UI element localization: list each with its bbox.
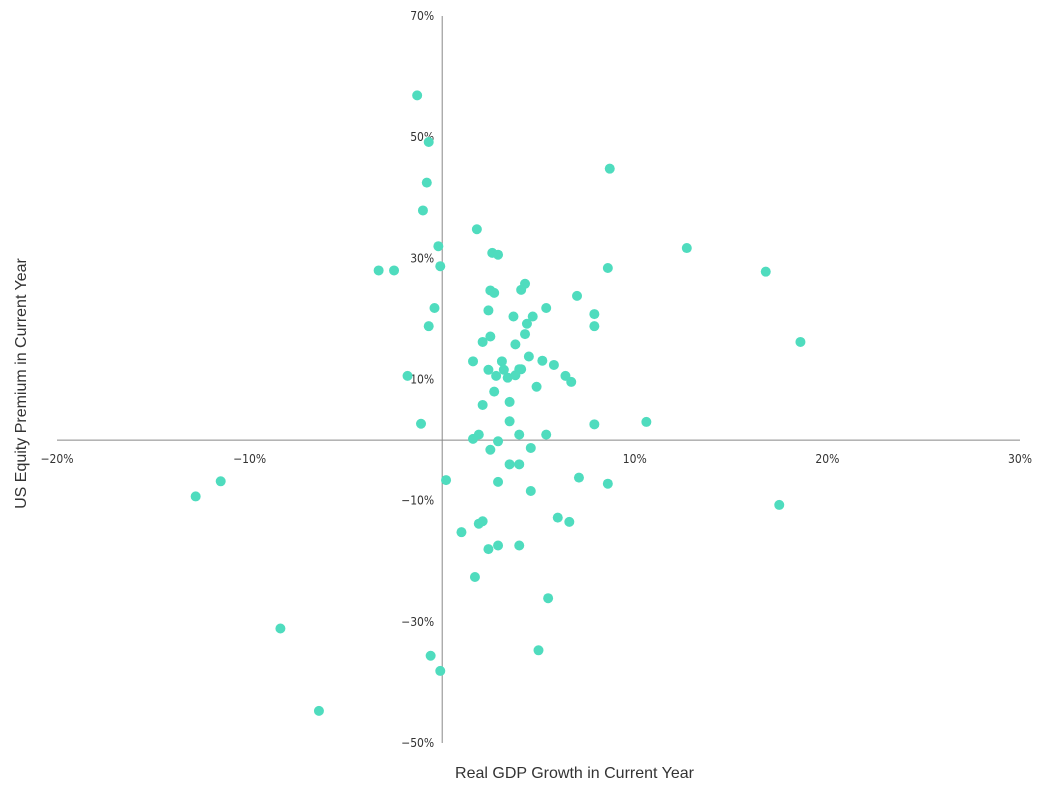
data-point bbox=[589, 309, 599, 319]
data-point bbox=[532, 382, 542, 392]
data-point bbox=[470, 572, 480, 582]
data-point bbox=[522, 319, 532, 329]
data-point bbox=[468, 434, 478, 444]
data-point bbox=[526, 443, 536, 453]
data-point bbox=[761, 267, 771, 277]
data-point bbox=[516, 285, 526, 295]
data-point bbox=[510, 370, 520, 380]
data-point bbox=[514, 459, 524, 469]
data-point bbox=[524, 351, 534, 361]
x-tick-label: 10% bbox=[623, 452, 647, 466]
data-point bbox=[641, 417, 651, 427]
data-point bbox=[314, 706, 324, 716]
data-point bbox=[572, 291, 582, 301]
data-point bbox=[472, 224, 482, 234]
data-point bbox=[493, 477, 503, 487]
data-point bbox=[497, 356, 507, 366]
data-point bbox=[389, 265, 399, 275]
data-point bbox=[795, 337, 805, 347]
data-point bbox=[543, 593, 553, 603]
y-tick-label: 70% bbox=[410, 9, 434, 23]
x-tick-label: −20% bbox=[40, 452, 73, 466]
data-point bbox=[468, 356, 478, 366]
data-point bbox=[537, 356, 547, 366]
data-point bbox=[412, 90, 422, 100]
data-point bbox=[483, 544, 493, 554]
data-point bbox=[505, 459, 515, 469]
y-axis-title: US Equity Premium in Current Year bbox=[13, 257, 30, 508]
data-point bbox=[491, 371, 501, 381]
data-point bbox=[478, 400, 488, 410]
data-point bbox=[589, 321, 599, 331]
y-tick-label: −30% bbox=[401, 615, 434, 629]
data-point bbox=[441, 475, 451, 485]
data-point bbox=[774, 500, 784, 510]
data-point bbox=[485, 445, 495, 455]
data-point bbox=[424, 321, 434, 331]
data-point bbox=[514, 430, 524, 440]
data-point bbox=[505, 397, 515, 407]
data-point bbox=[191, 491, 201, 501]
y-tick-label: −10% bbox=[401, 494, 434, 508]
data-point bbox=[483, 305, 493, 315]
data-point bbox=[520, 329, 530, 339]
data-point bbox=[603, 479, 613, 489]
data-point bbox=[435, 261, 445, 271]
data-point bbox=[508, 311, 518, 321]
data-point bbox=[489, 288, 499, 298]
data-point bbox=[429, 303, 439, 313]
data-point bbox=[493, 250, 503, 260]
data-points bbox=[191, 90, 806, 716]
data-point bbox=[456, 527, 466, 537]
data-point bbox=[603, 263, 613, 273]
data-point bbox=[589, 419, 599, 429]
data-point bbox=[275, 623, 285, 633]
y-tick-label: 30% bbox=[410, 251, 434, 265]
data-point bbox=[505, 416, 515, 426]
data-point bbox=[605, 164, 615, 174]
data-point bbox=[418, 205, 428, 215]
data-point bbox=[574, 473, 584, 483]
data-point bbox=[424, 137, 434, 147]
x-tick-label: 30% bbox=[1008, 452, 1032, 466]
data-point bbox=[493, 540, 503, 550]
x-tick-labels: −20% −10% 10% 20% 30% bbox=[40, 452, 1032, 466]
data-point bbox=[216, 476, 226, 486]
axes bbox=[57, 16, 1020, 743]
data-point bbox=[416, 419, 426, 429]
data-point bbox=[493, 436, 503, 446]
data-point bbox=[514, 540, 524, 550]
data-point bbox=[541, 430, 551, 440]
data-point bbox=[435, 666, 445, 676]
data-point bbox=[510, 339, 520, 349]
y-tick-label: −50% bbox=[401, 736, 434, 750]
y-tick-label: 10% bbox=[410, 373, 434, 387]
data-point bbox=[374, 265, 384, 275]
data-point bbox=[534, 645, 544, 655]
data-point bbox=[553, 513, 563, 523]
data-point bbox=[564, 517, 574, 527]
data-point bbox=[682, 243, 692, 253]
data-point bbox=[541, 303, 551, 313]
data-point bbox=[474, 519, 484, 529]
data-point bbox=[566, 377, 576, 387]
data-point bbox=[422, 178, 432, 188]
data-point bbox=[489, 387, 499, 397]
data-point bbox=[478, 337, 488, 347]
data-point bbox=[526, 486, 536, 496]
data-point bbox=[403, 371, 413, 381]
x-tick-label: −10% bbox=[233, 452, 266, 466]
x-axis-title: Real GDP Growth in Current Year bbox=[455, 765, 695, 782]
data-point bbox=[549, 360, 559, 370]
data-point bbox=[426, 651, 436, 661]
data-point bbox=[433, 241, 443, 251]
x-tick-label: 20% bbox=[815, 452, 839, 466]
